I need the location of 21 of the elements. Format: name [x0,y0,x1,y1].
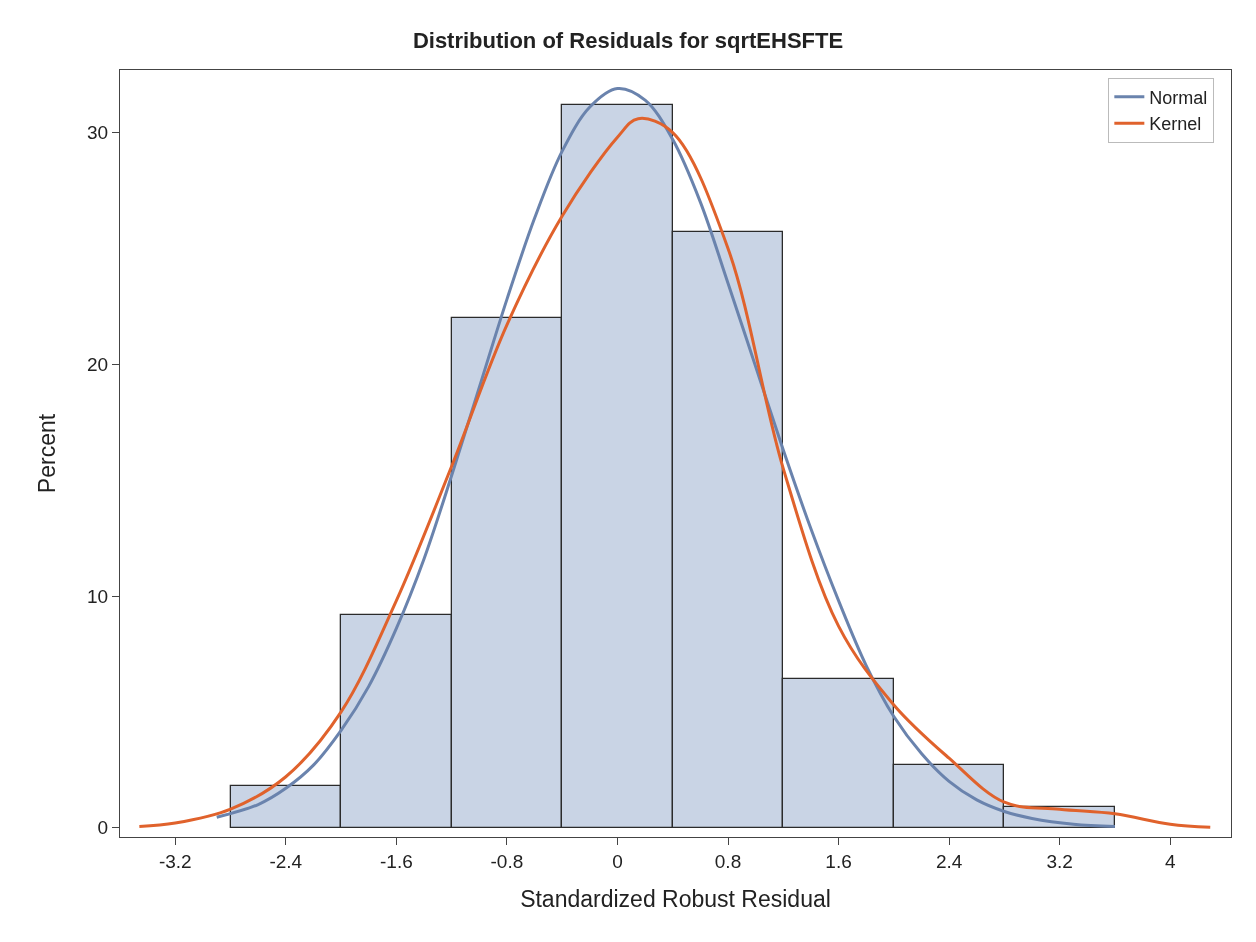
x-tick-label: -3.2 [158,850,192,872]
y-tick-label: 0 [97,817,109,839]
x-tick-label: 0.8 [714,850,742,872]
x-tick-label: 0 [612,850,623,872]
y-tick-label: 20 [87,353,109,375]
chart-title: Distribution of Residuals for sqrtEHSFTE [412,28,844,54]
x-tick-label: 3.2 [1046,850,1073,872]
x-axis-title: Standardized Robust Residual [520,886,831,913]
x-tick-label: 2.4 [935,850,963,872]
line-series [215,87,1117,829]
line-series [137,117,1212,829]
y-tick-label: 30 [87,122,109,144]
legend-label: Kernel [1149,114,1202,135]
y-axis-title: Percent [33,413,60,494]
x-tick-label: -1.6 [379,850,413,872]
legend-label: Normal [1149,87,1208,108]
x-tick-label: -2.4 [269,850,303,872]
x-tick-label: -0.8 [490,850,524,872]
x-tick-label: 4 [1164,850,1176,872]
y-tick-label: 10 [87,585,109,607]
x-tick-label: 1.6 [825,850,852,872]
